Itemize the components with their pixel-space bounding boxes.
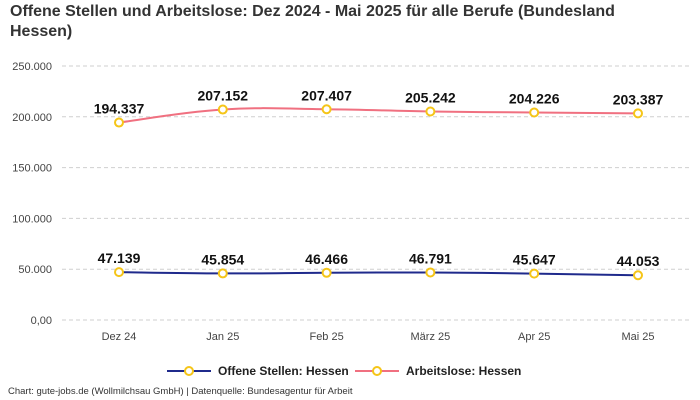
data-labels: 47.139 45.854 46.466 46.791 45.647 44.053 194.… (94, 87, 664, 269)
data-point (114, 117, 124, 128)
x-tick-label: Dez 24 (102, 331, 137, 343)
data-label: 45.854 (201, 251, 244, 267)
chart-title: Offene Stellen und Arbeitslose: Dez 2024… (10, 3, 615, 40)
data-point (217, 104, 228, 115)
x-tick-label: März 25 (411, 331, 451, 343)
x-tick-label: Jan 25 (206, 331, 239, 343)
data-label: 203.387 (613, 91, 664, 107)
data-point (529, 268, 540, 279)
x-axis-ticks: Dez 24 Jan 25 Feb 25 März 25 Apr 25 Mai 25 (102, 331, 655, 343)
y-tick-label: 150.000 (12, 163, 52, 175)
data-point (114, 267, 124, 278)
data-label: 205.242 (405, 89, 456, 105)
data-label: 47.139 (98, 250, 141, 266)
x-tick-label: Apr 25 (518, 331, 550, 343)
x-tick-label: Mai 25 (621, 331, 654, 343)
series-line (118, 107, 639, 124)
data-point (425, 267, 436, 278)
legend-entry: Arbeitslose: Hessen (406, 364, 521, 378)
data-point (633, 108, 643, 119)
series-line (118, 271, 639, 277)
data-point (425, 106, 436, 117)
series-lines (118, 107, 639, 277)
data-label: 204.226 (509, 91, 560, 107)
chart-footer: Chart: gute-jobs.de (Wollmilchsau GmbH) … (8, 386, 353, 397)
data-point (321, 267, 332, 278)
data-point (217, 268, 228, 279)
data-label: 207.152 (197, 88, 248, 104)
grid-lines (62, 65, 690, 321)
legend[interactable]: Offene Stellen: Hessen Arbeitslose: Hesse… (167, 364, 521, 378)
series-points (114, 104, 643, 281)
data-point (529, 107, 540, 118)
y-axis-ticks: 0,00 50.000 100.000 150.000 200.000 250.000 (12, 61, 52, 327)
data-label: 45.647 (513, 252, 556, 268)
data-label: 46.791 (409, 250, 452, 266)
data-label: 194.337 (94, 101, 145, 117)
data-label: 46.466 (305, 251, 348, 267)
y-tick-label: 100.000 (12, 213, 52, 225)
data-point (321, 104, 332, 115)
data-label: 207.407 (301, 87, 352, 103)
legend-marker (372, 366, 382, 376)
x-tick-label: Feb 25 (309, 331, 343, 343)
legend-marker (184, 366, 194, 376)
data-point (633, 270, 643, 281)
y-tick-label: 50.000 (18, 264, 52, 276)
y-tick-label: 200.000 (12, 112, 52, 124)
y-tick-label: 250.000 (12, 61, 52, 73)
legend-entry: Offene Stellen: Hessen (218, 364, 349, 378)
data-label: 44.053 (617, 253, 660, 269)
y-tick-label: 0,00 (31, 315, 52, 327)
